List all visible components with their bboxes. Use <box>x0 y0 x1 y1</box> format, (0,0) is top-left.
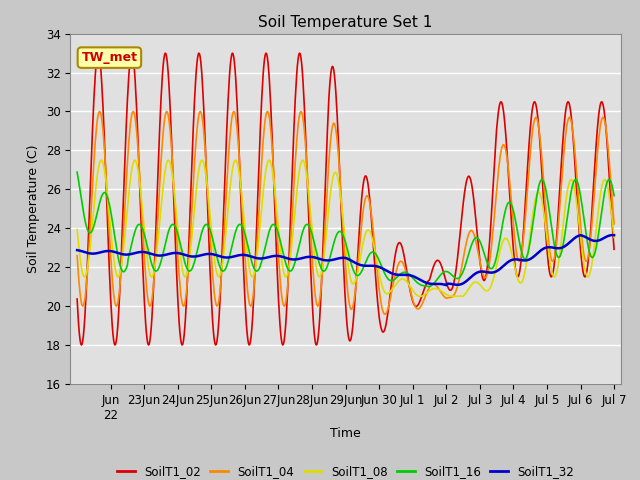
Title: Soil Temperature Set 1: Soil Temperature Set 1 <box>259 15 433 30</box>
Legend: SoilT1_02, SoilT1_04, SoilT1_08, SoilT1_16, SoilT1_32: SoilT1_02, SoilT1_04, SoilT1_08, SoilT1_… <box>112 461 579 480</box>
Text: TW_met: TW_met <box>81 51 138 64</box>
X-axis label: Time: Time <box>330 427 361 440</box>
Y-axis label: Soil Temperature (C): Soil Temperature (C) <box>27 144 40 273</box>
